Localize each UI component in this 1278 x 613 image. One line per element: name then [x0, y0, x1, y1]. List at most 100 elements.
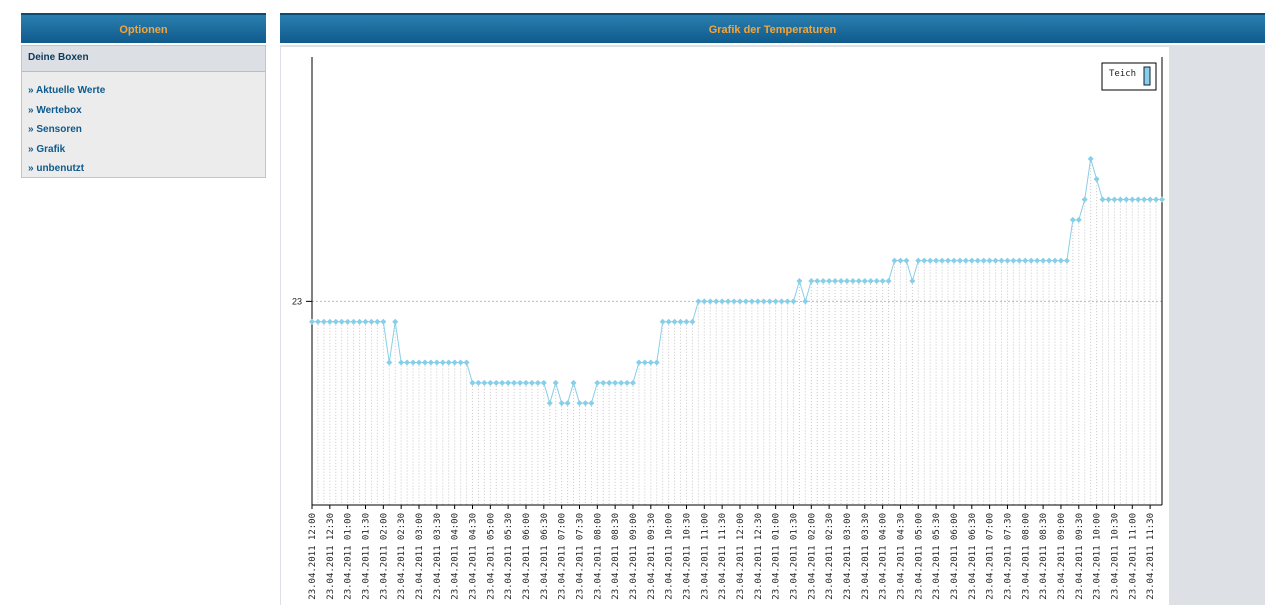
point — [766, 298, 773, 305]
point — [635, 359, 642, 366]
point — [1028, 257, 1035, 264]
point — [879, 278, 886, 284]
point — [624, 379, 631, 386]
point — [653, 359, 660, 366]
x-tick-label: 23.04.2011 07:30 — [1003, 513, 1013, 600]
point — [974, 257, 981, 264]
point — [838, 278, 845, 284]
point — [784, 298, 791, 305]
x-tick-label: 23.04.2011 09:30 — [1075, 513, 1085, 600]
point — [980, 257, 987, 264]
x-tick-label: 23.04.2011 05:30 — [932, 513, 942, 600]
point — [368, 318, 375, 325]
x-tick-label: 23.04.2011 01:00 — [772, 513, 782, 600]
point — [796, 278, 803, 284]
point — [1052, 257, 1059, 264]
x-tick-label: 23.04.2011 11:30 — [718, 513, 728, 600]
x-tick-label: 23.04.2011 08:30 — [611, 513, 621, 600]
point — [439, 359, 446, 366]
x-tick-label: 23.04.2011 09:30 — [647, 513, 657, 600]
point — [671, 318, 678, 325]
point — [992, 257, 999, 264]
point — [451, 359, 458, 366]
point — [927, 257, 934, 264]
point — [350, 318, 357, 325]
x-tick-label: 23.04.2011 10:00 — [1093, 513, 1103, 600]
point — [445, 359, 452, 366]
legend-label: Teich — [1109, 69, 1136, 79]
point — [1063, 257, 1070, 264]
x-tick-label: 23.04.2011 02:30 — [397, 513, 407, 600]
point — [528, 379, 535, 386]
point — [558, 400, 565, 407]
point — [522, 379, 529, 386]
sidebar-title: Optionen — [21, 13, 266, 43]
point — [909, 278, 916, 284]
point — [1016, 257, 1023, 264]
x-tick-label: 23.04.2011 06:30 — [540, 513, 550, 600]
section-title: Deine Boxen — [22, 46, 265, 72]
x-tick-label: 23.04.2011 12:30 — [754, 513, 764, 600]
point — [754, 298, 761, 305]
nav-link[interactable]: » Grafik — [28, 143, 66, 155]
point — [826, 278, 833, 284]
x-tick-label: 23.04.2011 02:30 — [825, 513, 835, 600]
point — [1105, 196, 1112, 203]
x-tick-label: 23.04.2011 12:00 — [736, 513, 746, 600]
x-tick-label: 23.04.2011 07:30 — [575, 513, 585, 600]
x-tick-label: 23.04.2011 01:30 — [361, 513, 371, 600]
point — [873, 278, 880, 284]
point — [380, 318, 387, 325]
point — [433, 359, 440, 366]
point — [760, 298, 767, 305]
point — [1135, 196, 1142, 203]
point — [540, 379, 547, 386]
point — [1111, 196, 1118, 203]
point — [629, 379, 636, 386]
point — [332, 318, 339, 325]
x-tick-label: 23.04.2011 12:00 — [308, 513, 318, 600]
nav-link[interactable]: » Aktuelle Werte — [28, 85, 106, 96]
point — [659, 318, 666, 325]
point — [998, 257, 1005, 264]
x-tick-label: 23.04.2011 02:00 — [807, 513, 817, 600]
point — [594, 379, 601, 386]
point — [588, 400, 595, 407]
point — [843, 278, 850, 284]
point — [564, 400, 571, 407]
x-tick-label: 23.04.2011 03:00 — [843, 513, 853, 600]
point — [505, 379, 512, 386]
point — [463, 359, 470, 366]
point — [570, 379, 577, 386]
point — [1087, 155, 1094, 162]
nav-link[interactable]: » Wertebox — [28, 104, 82, 116]
x-tick-label: 23.04.2011 03:30 — [433, 513, 443, 600]
point — [487, 379, 494, 386]
point — [855, 278, 862, 284]
point — [1040, 257, 1047, 264]
nav-link[interactable]: » unbenutzt — [28, 163, 85, 174]
point — [1153, 196, 1160, 203]
point — [933, 257, 940, 264]
point — [493, 379, 500, 386]
point — [1147, 196, 1154, 203]
point — [707, 298, 714, 305]
x-tick-label: 23.04.2011 08:00 — [593, 513, 603, 600]
point — [314, 318, 321, 325]
panel-title: Grafik der Temperaturen — [280, 13, 1265, 43]
point — [736, 298, 743, 305]
x-tick-label: 23.04.2011 08:00 — [1021, 513, 1031, 600]
point — [404, 359, 411, 366]
point — [849, 278, 856, 284]
x-tick-label: 23.04.2011 07:00 — [558, 513, 568, 600]
point — [1069, 216, 1076, 223]
point — [968, 257, 975, 264]
point — [546, 400, 553, 407]
point — [326, 318, 333, 325]
point — [612, 379, 619, 386]
nav-link[interactable]: » Sensoren — [28, 124, 82, 135]
x-tick-label: 23.04.2011 12:30 — [326, 513, 336, 600]
x-tick-label: 23.04.2011 10:00 — [665, 513, 675, 600]
point — [778, 298, 785, 305]
point — [552, 379, 559, 386]
